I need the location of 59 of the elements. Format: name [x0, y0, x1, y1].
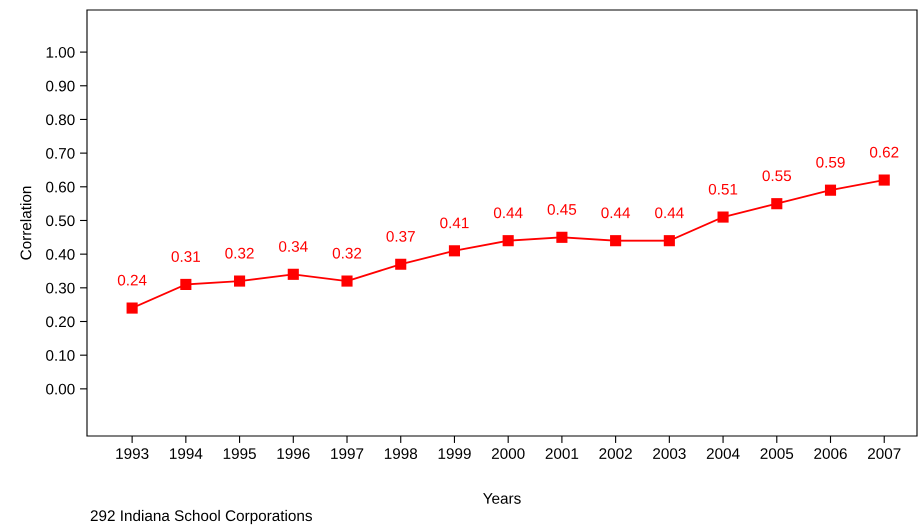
data-label: 0.55 — [762, 170, 792, 182]
y-tick-label: 0.30 — [46, 282, 75, 294]
data-label: 0.44 — [494, 207, 523, 218]
point — [718, 212, 729, 223]
data-label: 0.44 — [601, 207, 630, 218]
text: 292 Indiana School Corporations — [90, 510, 312, 524]
y-axis-title: Correlation — [20, 186, 32, 260]
point — [180, 278, 192, 290]
point — [824, 184, 836, 196]
y-tick-label: 0.40 — [46, 249, 75, 260]
y-tick-label: 0.00 — [46, 384, 75, 395]
point — [556, 232, 568, 243]
x-tick-label: 1998 — [384, 448, 418, 460]
y-tick-label: 0.10 — [46, 350, 75, 361]
data-label: 0.62 — [870, 146, 898, 158]
point — [771, 198, 782, 210]
data-label: 0.44 — [655, 207, 684, 218]
x-tick-label: 2007 — [868, 448, 900, 460]
x-tick-label: 2000 — [492, 448, 525, 460]
data-label: 0.32 — [332, 248, 362, 259]
point — [341, 276, 353, 287]
data-label: 0.24 — [118, 274, 147, 286]
y-tick-label: 0.80 — [46, 114, 75, 126]
x-tick-label: 1994 — [170, 448, 202, 460]
point — [234, 276, 246, 287]
y-tick-label: 0.20 — [46, 316, 75, 328]
point — [664, 235, 675, 246]
point — [448, 245, 460, 256]
y-tick-label: 0.60 — [46, 182, 75, 192]
point — [878, 174, 890, 186]
data-label: 0.31 — [172, 251, 200, 262]
x-tick-label: 2003 — [653, 448, 686, 460]
x-tick-label: 1999 — [438, 448, 471, 460]
data-label: 0.32 — [225, 248, 254, 259]
data-label: 0.34 — [279, 241, 308, 252]
point — [288, 268, 299, 280]
x-tick-label: 2001 — [546, 448, 578, 460]
data-label: 0.51 — [708, 184, 738, 195]
y-tick-label: 0.50 — [46, 215, 75, 226]
x-tick-label: 1995 — [224, 448, 256, 460]
y-tick-label: 0.90 — [46, 80, 75, 92]
x-tick-label: 1997 — [331, 448, 364, 460]
x-axis-title: Years — [483, 493, 521, 504]
point — [126, 302, 138, 314]
point — [610, 235, 622, 246]
x-tick-label: 2004 — [706, 448, 740, 460]
x-tick-label: 1993 — [116, 448, 148, 460]
data-label: 0.45 — [548, 204, 576, 215]
data-label: 0.37 — [386, 230, 415, 242]
y-tick-label: 0.70 — [46, 148, 75, 159]
x-tick-label: 2006 — [814, 448, 847, 460]
y-tick-label: 1.00 — [46, 46, 75, 58]
point — [502, 235, 514, 246]
point — [395, 258, 406, 270]
data-label: 0.41 — [440, 218, 469, 228]
data-label: 0.59 — [816, 156, 845, 168]
x-tick-label: 2002 — [599, 448, 632, 460]
x-tick-label: 2005 — [760, 448, 794, 460]
x-tick-label: 1996 — [277, 448, 310, 460]
